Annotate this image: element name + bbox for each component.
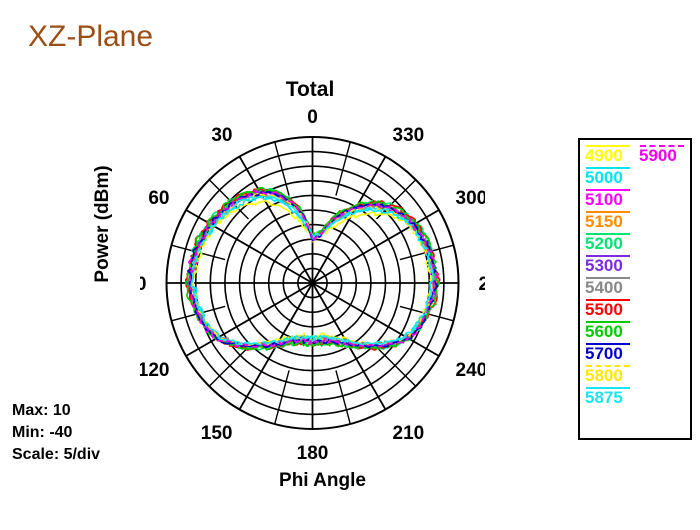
legend-label: 5500: [585, 300, 623, 319]
grid-spoke: [335, 141, 351, 196]
legend-label: 5000: [585, 168, 623, 187]
legend-label: 5300: [585, 256, 623, 275]
page-title: XZ-Plane: [28, 20, 154, 53]
grid-spoke: [312, 209, 440, 284]
legend-color-swatch: [640, 145, 684, 147]
stat-min: Min: -40: [12, 424, 73, 441]
grid-spoke: [274, 141, 290, 196]
legend-color-swatch: [586, 387, 630, 389]
grid-spoke: [312, 282, 440, 357]
legend-item[interactable]: 5400: [585, 276, 637, 298]
series-curve: [184, 186, 441, 351]
legend-color-swatch: [586, 233, 630, 235]
legend-item[interactable]: 5300: [585, 254, 637, 276]
angle-tick-label: 180: [297, 443, 329, 463]
legend-column-main: 4900 5000 5100 5150 5200 5300 5400 5500 5600 5700…: [585, 144, 637, 408]
legend-color-swatch: [586, 211, 630, 213]
grid-spoke: [185, 282, 313, 357]
legend-color-swatch: [586, 321, 630, 323]
stat-scale: Scale: 5/div: [12, 446, 101, 463]
x-axis-label: Phi Angle: [279, 470, 366, 491]
legend-color-swatch: [586, 145, 630, 147]
angle-tick-label: 0: [307, 108, 318, 128]
stat-max: Max: 10: [12, 402, 71, 419]
angle-tick-label: 330: [393, 125, 425, 146]
legend-label: 4900: [585, 146, 623, 165]
angle-tick-label: 150: [201, 423, 233, 444]
legend-label: 5600: [585, 322, 623, 341]
angle-tick-label: 30: [211, 125, 232, 146]
legend-item[interactable]: 5200: [585, 232, 637, 254]
grid-spoke: [274, 370, 290, 425]
legend-label: 5400: [585, 278, 623, 297]
angle-tick-label: 240: [456, 360, 486, 381]
angle-tick-label: 90: [140, 274, 147, 295]
polar-grid: [165, 136, 460, 430]
grid-spoke: [376, 346, 417, 387]
grid-spoke: [335, 370, 351, 425]
legend-color-swatch: [586, 277, 630, 279]
y-axis-label: Power (dBm): [92, 165, 113, 283]
stats-block: Max: 10 Min: -40 Scale: 5/div: [12, 400, 100, 466]
grid-spoke: [208, 346, 249, 387]
legend-label: 5200: [585, 234, 623, 253]
series-curve: [190, 195, 435, 347]
legend-item[interactable]: 5875: [585, 386, 637, 408]
legend-item[interactable]: 5000: [585, 166, 637, 188]
legend-box: 4900 5000 5100 5150 5200 5300 5400 5500 5600 5700…: [578, 138, 692, 440]
legend-color-swatch: [586, 343, 630, 345]
angle-tick-label: 60: [148, 188, 169, 209]
angle-tick-label: 270: [479, 274, 486, 295]
legend-color-swatch: [586, 299, 630, 301]
legend-item[interactable]: 5900: [639, 144, 689, 166]
legend-item[interactable]: 4900: [585, 144, 637, 166]
polar-chart: Total Power (dBm) Phi Angle 0 30 60 90 120 15…: [92, 78, 525, 498]
legend-item[interactable]: 5700: [585, 342, 637, 364]
legend-label: 5900: [639, 146, 677, 165]
legend-column-extra: 5900: [639, 144, 689, 166]
legend-color-swatch: [586, 255, 630, 257]
grid-spoke: [185, 209, 313, 284]
grid-spoke: [311, 156, 387, 284]
legend-label: 5100: [585, 190, 623, 209]
legend-item[interactable]: 5600: [585, 320, 637, 342]
legend-color-swatch: [586, 365, 630, 367]
legend-label: 5150: [585, 212, 623, 231]
legend-item[interactable]: 5150: [585, 210, 637, 232]
polar-data-curves: [184, 186, 441, 351]
legend-item[interactable]: 5100: [585, 188, 637, 210]
legend-label: 5875: [585, 388, 623, 407]
legend-label: 5800: [585, 366, 623, 385]
angle-tick-label: 120: [140, 360, 170, 381]
legend-item[interactable]: 5500: [585, 298, 637, 320]
grid-spoke: [238, 156, 314, 284]
polar-angle-ticks: 0 30 60 90 120 150 180 210 240 270 300 330: [140, 108, 485, 463]
chart-title: Total: [285, 78, 335, 101]
angle-tick-label: 210: [393, 423, 425, 444]
legend-color-swatch: [586, 189, 630, 191]
legend-label: 5700: [585, 344, 623, 363]
angle-tick-label: 300: [456, 188, 486, 209]
legend-item[interactable]: 5800: [585, 364, 637, 386]
legend-color-swatch: [586, 167, 630, 169]
polar-plot-svg: 0 30 60 90 120 150 180 210 240 270 300 330: [140, 108, 485, 463]
